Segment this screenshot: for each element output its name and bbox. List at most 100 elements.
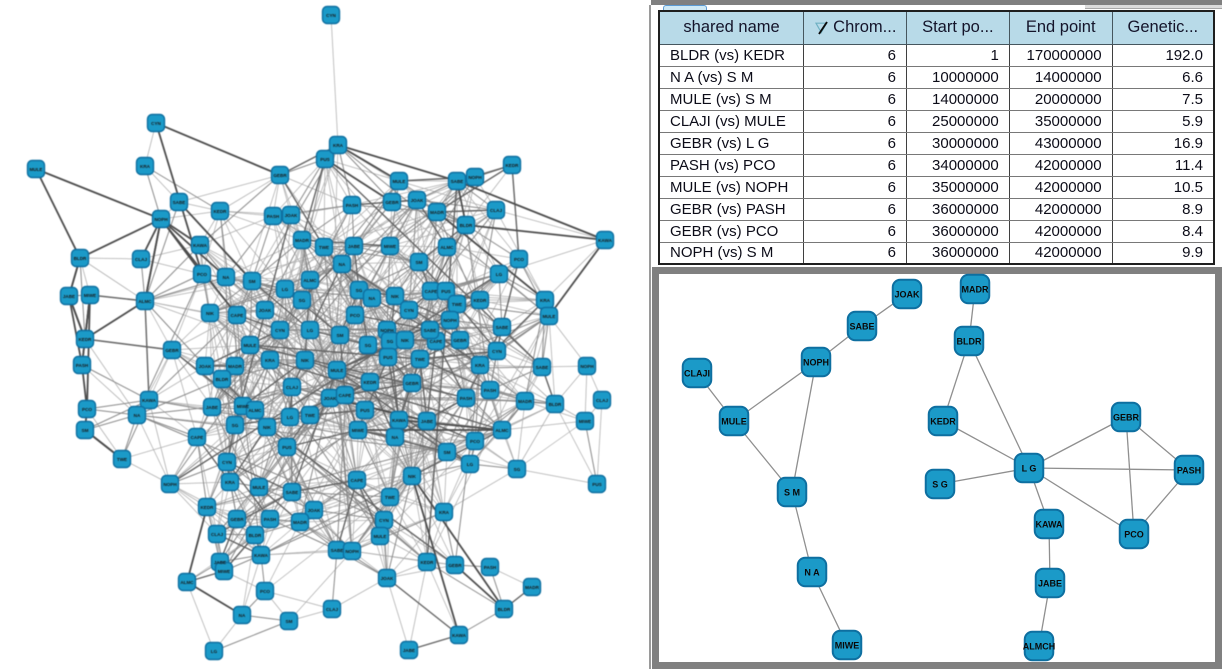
svg-text:NOPH: NOPH: [803, 358, 829, 368]
svg-text:MADR: MADR: [962, 285, 989, 295]
svg-text:BLDR: BLDR: [498, 607, 511, 612]
svg-text:MADR: MADR: [293, 520, 307, 525]
svg-text:JOAK: JOAK: [411, 198, 424, 203]
svg-text:NOPH: NOPH: [580, 364, 594, 369]
svg-text:NOPH: NOPH: [468, 175, 482, 180]
svg-text:NIK: NIK: [263, 425, 272, 430]
svg-text:CYN: CYN: [492, 349, 502, 354]
svg-text:NIK: NIK: [391, 294, 400, 299]
svg-text:JABE: JABE: [1038, 579, 1062, 589]
svg-text:CAPE: CAPE: [191, 435, 204, 440]
svg-text:BLDR: BLDR: [74, 256, 87, 261]
svg-text:LG: LG: [211, 649, 218, 654]
svg-text:KAWA: KAWA: [452, 633, 466, 638]
svg-text:JOAK: JOAK: [285, 213, 298, 218]
svg-text:SM: SM: [286, 619, 293, 624]
svg-text:GEBR: GEBR: [230, 517, 244, 522]
svg-text:SG: SG: [514, 467, 521, 472]
svg-text:MULE: MULE: [330, 368, 343, 373]
svg-text:KAWA: KAWA: [142, 398, 156, 403]
svg-text:PCO: PCO: [514, 257, 524, 262]
svg-text:CYN: CYN: [379, 518, 389, 523]
svg-text:KAWA: KAWA: [193, 243, 207, 248]
svg-text:PCO: PCO: [82, 407, 92, 412]
svg-text:MULE: MULE: [721, 417, 747, 427]
svg-text:SG: SG: [232, 423, 239, 428]
svg-text:SM: SM: [249, 279, 256, 284]
svg-text:MADR: MADR: [525, 585, 539, 590]
svg-text:MULE: MULE: [29, 167, 42, 172]
svg-text:S M: S M: [784, 488, 800, 498]
svg-text:TWE: TWE: [305, 413, 315, 418]
svg-text:NIK: NIK: [301, 358, 310, 363]
svg-text:SG: SG: [365, 343, 372, 348]
svg-text:CYN: CYN: [151, 121, 161, 126]
svg-text:KEDR: KEDR: [420, 560, 434, 565]
svg-text:ALMC: ALMC: [440, 245, 454, 250]
svg-text:SM: SM: [416, 260, 423, 265]
svg-text:NOPH: NOPH: [380, 328, 394, 333]
svg-text:N A: N A: [804, 568, 820, 578]
svg-text:S G: S G: [932, 480, 948, 490]
svg-text:JABE: JABE: [206, 405, 218, 410]
svg-text:GEBR: GEBR: [453, 338, 467, 343]
svg-text:KAWA: KAWA: [1036, 520, 1064, 530]
svg-text:CAPE: CAPE: [425, 289, 438, 294]
svg-text:JOAK: JOAK: [381, 576, 394, 581]
svg-text:NIK: NIK: [408, 474, 417, 479]
svg-text:MADR: MADR: [295, 238, 309, 243]
svg-text:ALMC: ALMC: [248, 408, 262, 413]
svg-text:MIWE: MIWE: [84, 293, 97, 298]
svg-text:PUS: PUS: [360, 408, 369, 413]
svg-text:PASH: PASH: [484, 565, 497, 570]
svg-text:MADR: MADR: [430, 210, 444, 215]
svg-text:TWE: TWE: [385, 495, 395, 500]
svg-text:MIWE: MIWE: [579, 419, 592, 424]
svg-text:CLAJ: CLAJ: [135, 257, 147, 262]
svg-text:BLDR: BLDR: [460, 223, 473, 228]
svg-text:MIWE: MIWE: [218, 569, 231, 574]
svg-text:MULE: MULE: [243, 343, 256, 348]
svg-text:BLDR: BLDR: [549, 402, 562, 407]
svg-text:MADR: MADR: [518, 399, 532, 404]
svg-text:GEBR: GEBR: [405, 381, 419, 386]
svg-text:ALMC: ALMC: [138, 299, 152, 304]
svg-text:CLAJ: CLAJ: [286, 385, 298, 390]
svg-text:JOAK: JOAK: [199, 364, 212, 369]
svg-text:SG: SG: [299, 298, 306, 303]
svg-text:SM: SM: [337, 333, 344, 338]
svg-text:GEBR: GEBR: [165, 348, 179, 353]
svg-text:GEBR: GEBR: [448, 563, 462, 568]
svg-text:SABE: SABE: [173, 200, 186, 205]
svg-text:KRA: KRA: [265, 358, 276, 363]
svg-text:BLDR: BLDR: [957, 337, 982, 347]
svg-text:KEDR: KEDR: [78, 337, 92, 342]
svg-text:PASH: PASH: [264, 517, 277, 522]
svg-text:PCO: PCO: [350, 313, 360, 318]
svg-text:NIK: NIK: [401, 338, 410, 343]
svg-text:JOAK: JOAK: [308, 508, 321, 513]
svg-text:PASH: PASH: [484, 388, 497, 393]
svg-text:LG: LG: [467, 462, 474, 467]
svg-text:MIWE: MIWE: [237, 404, 250, 409]
svg-text:PUS: PUS: [383, 355, 392, 360]
svg-text:SG: SG: [387, 339, 394, 344]
svg-text:PUS: PUS: [320, 157, 329, 162]
svg-text:MIWE: MIWE: [835, 641, 860, 651]
svg-text:SABE: SABE: [496, 325, 509, 330]
svg-text:SABE: SABE: [286, 490, 299, 495]
svg-text:JABE: JABE: [421, 419, 433, 424]
svg-text:CYN: CYN: [222, 460, 232, 465]
svg-text:PASH: PASH: [76, 363, 89, 368]
svg-text:JABE: JABE: [214, 560, 226, 565]
svg-text:PASH: PASH: [460, 396, 473, 401]
svg-text:PUS: PUS: [441, 289, 450, 294]
svg-text:NA: NA: [369, 296, 376, 301]
svg-text:KEDR: KEDR: [473, 298, 487, 303]
svg-text:JABE: JABE: [63, 294, 75, 299]
svg-text:KEDR: KEDR: [200, 505, 214, 510]
svg-text:NA: NA: [134, 413, 141, 418]
svg-text:TWE: TWE: [319, 245, 329, 250]
svg-text:KRA: KRA: [439, 510, 450, 515]
svg-text:KRA: KRA: [475, 363, 486, 368]
